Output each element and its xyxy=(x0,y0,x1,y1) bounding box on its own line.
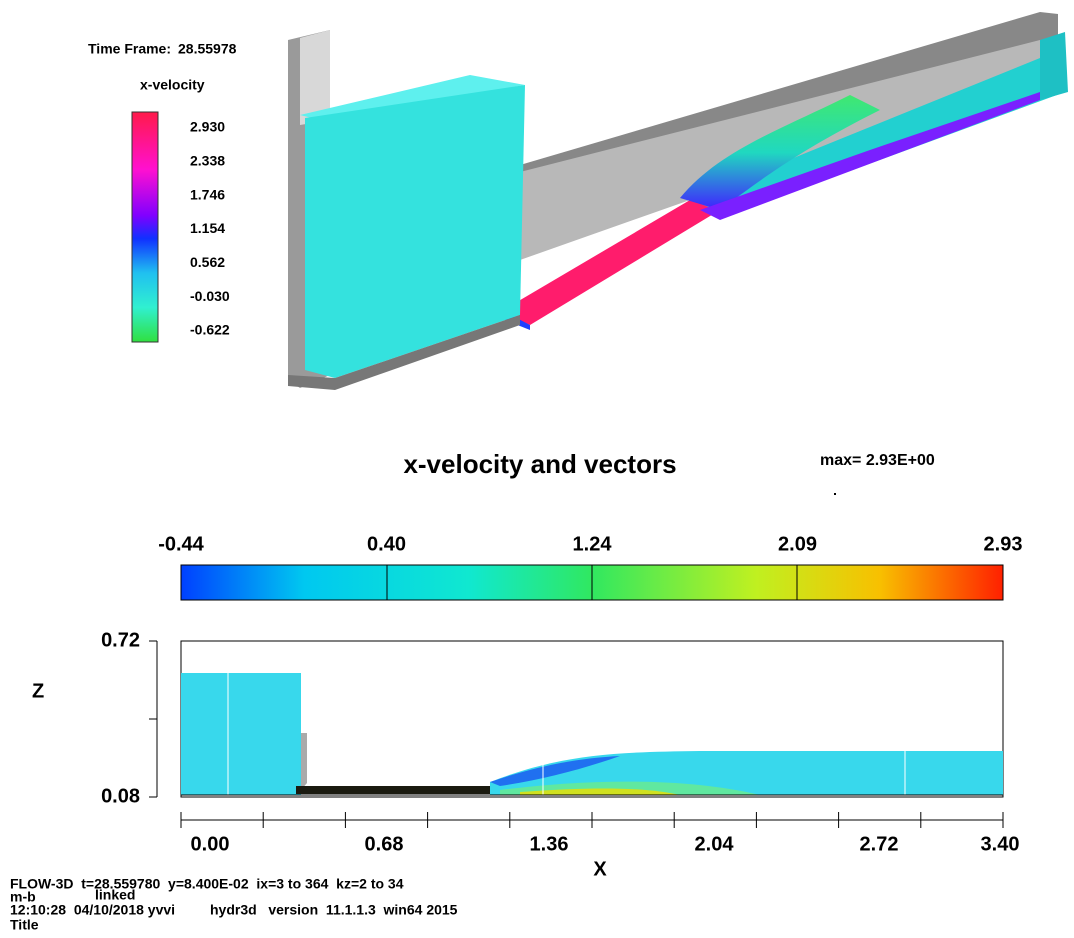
legend-level: 1.154 xyxy=(190,220,225,236)
x-tick-label: 2.04 xyxy=(695,833,735,855)
x-tick-label: 0.00 xyxy=(191,833,230,855)
footer-case: m-b xyxy=(10,889,36,905)
time-frame-label: Time Frame: xyxy=(88,41,171,57)
colorbar-label: -0.44 xyxy=(158,533,204,555)
x-axis-label: X xyxy=(593,858,607,880)
x-tick-label: 2.72 xyxy=(860,833,899,855)
footer-run: FLOW-3D t=28.559780 y=8.400E-02 ix=3 to … xyxy=(10,876,404,892)
legend-level: -0.622 xyxy=(190,322,230,338)
legend-level: -0.030 xyxy=(190,288,230,304)
time-frame: 28.55978 xyxy=(178,41,237,57)
colorbar-label: 2.09 xyxy=(778,533,817,555)
legend-level: 0.562 xyxy=(190,254,225,270)
legend-level: 2.930 xyxy=(190,119,225,135)
colorbar-label: 2.93 xyxy=(984,533,1023,555)
contour-field xyxy=(180,640,1004,798)
render-3d xyxy=(288,12,1068,390)
variable-label: x-velocity xyxy=(140,77,205,93)
colorbar-3d xyxy=(131,111,159,343)
footer-linked: linked xyxy=(95,887,135,903)
x-tick-label: 0.68 xyxy=(365,833,404,855)
footer-version: hydr3d version 11.1.1.3 win64 2015 xyxy=(210,902,458,918)
legend-level: 2.338 xyxy=(190,153,225,169)
z-tick-label: 0.72 xyxy=(101,629,140,651)
max-label: max= 2.93E+00 xyxy=(820,452,935,469)
footer-stamp: 12:10:28 04/10/2018 yvvi xyxy=(10,902,175,918)
x-tick-label: 3.40 xyxy=(981,833,1020,855)
colorbar-label: 0.40 xyxy=(367,533,406,555)
z-tick-label: 0.08 xyxy=(101,785,140,807)
footer-title: Title xyxy=(10,917,39,933)
colorbar-label: 1.24 xyxy=(573,533,613,555)
legend-level: 1.746 xyxy=(190,186,225,202)
x-tick-label: 1.36 xyxy=(530,833,569,855)
z-axis-label: Z xyxy=(32,680,44,702)
plot-title: x-velocity and vectors xyxy=(403,449,676,479)
